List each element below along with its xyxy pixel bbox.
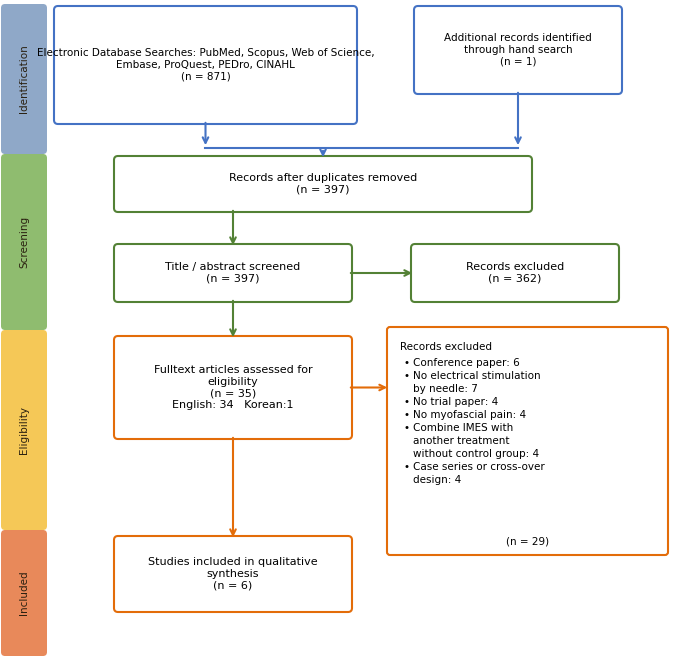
Text: •: • — [404, 358, 410, 368]
FancyBboxPatch shape — [114, 536, 352, 612]
FancyBboxPatch shape — [1, 330, 47, 530]
Text: •: • — [404, 410, 410, 420]
FancyBboxPatch shape — [414, 6, 622, 94]
Text: •: • — [404, 397, 410, 407]
Text: •: • — [404, 462, 410, 472]
Text: Included: Included — [19, 571, 29, 615]
Text: Records after duplicates removed
(n = 397): Records after duplicates removed (n = 39… — [229, 173, 417, 195]
Text: Records excluded
(n = 362): Records excluded (n = 362) — [466, 262, 564, 284]
Text: Screening: Screening — [19, 216, 29, 268]
Text: •: • — [404, 423, 410, 433]
Text: Combine IMES with: Combine IMES with — [413, 423, 513, 433]
Text: Title / abstract screened
(n = 397): Title / abstract screened (n = 397) — [165, 262, 301, 284]
FancyBboxPatch shape — [1, 530, 47, 656]
FancyBboxPatch shape — [114, 336, 352, 439]
Text: Eligibility: Eligibility — [19, 406, 29, 454]
Text: Conference paper: 6: Conference paper: 6 — [413, 358, 520, 368]
Text: design: 4: design: 4 — [413, 475, 461, 485]
Text: Electronic Database Searches: PubMed, Scopus, Web of Science,
Embase, ProQuest, : Electronic Database Searches: PubMed, Sc… — [37, 48, 374, 82]
Text: Records excluded: Records excluded — [400, 342, 492, 352]
FancyBboxPatch shape — [114, 156, 532, 212]
FancyBboxPatch shape — [387, 327, 668, 555]
Text: Case series or cross-over: Case series or cross-over — [413, 462, 545, 472]
Text: No trial paper: 4: No trial paper: 4 — [413, 397, 498, 407]
Text: No myofascial pain: 4: No myofascial pain: 4 — [413, 410, 526, 420]
Text: Additional records identified
through hand search
(n = 1): Additional records identified through ha… — [444, 33, 592, 66]
FancyBboxPatch shape — [1, 154, 47, 330]
Text: another treatment: another treatment — [413, 436, 510, 446]
Text: Identification: Identification — [19, 44, 29, 113]
FancyBboxPatch shape — [1, 4, 47, 154]
Text: Fulltext articles assessed for
eligibility
(n = 35)
English: 34   Korean:1: Fulltext articles assessed for eligibili… — [153, 365, 312, 410]
FancyBboxPatch shape — [114, 244, 352, 302]
Text: No electrical stimulation: No electrical stimulation — [413, 371, 540, 381]
Text: by needle: 7: by needle: 7 — [413, 384, 478, 394]
Text: •: • — [404, 371, 410, 381]
Text: without control group: 4: without control group: 4 — [413, 449, 539, 459]
FancyBboxPatch shape — [54, 6, 357, 124]
Text: Studies included in qualitative
synthesis
(n = 6): Studies included in qualitative synthesi… — [148, 558, 318, 591]
Text: (n = 29): (n = 29) — [506, 536, 549, 546]
FancyBboxPatch shape — [411, 244, 619, 302]
